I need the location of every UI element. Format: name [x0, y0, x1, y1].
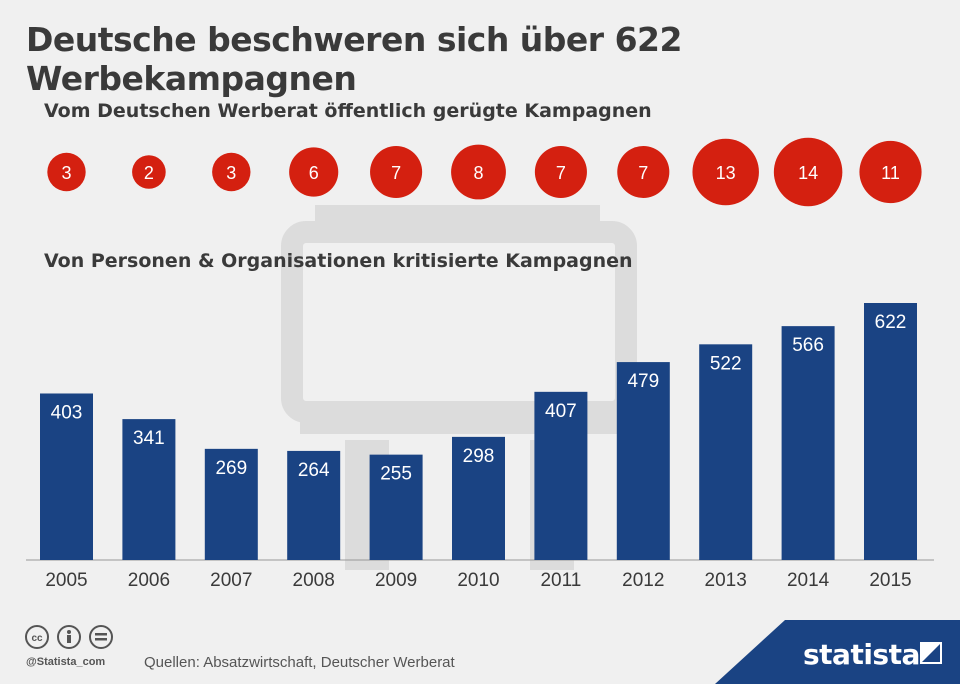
- x-tick-label-2008: 2008: [293, 570, 335, 591]
- bubble-value-label-2007: 3: [226, 163, 236, 183]
- bubble-2011: [534, 145, 587, 199]
- statista-brand-banner: [715, 620, 960, 684]
- x-tick-label-2010: 2010: [457, 570, 499, 591]
- bubble-value-label-2008: 6: [309, 163, 319, 183]
- bubble-chart-title: Vom Deutschen Werberat öffentlich gerügt…: [44, 100, 652, 122]
- x-tick-label-2011: 2011: [540, 570, 581, 591]
- bar-2007: [204, 448, 258, 560]
- statista-logo-icon: [920, 642, 942, 664]
- bar-value-label-2008: 264: [298, 460, 330, 481]
- bar-2013: [699, 344, 753, 560]
- bubble-2014: [773, 137, 843, 207]
- x-tick-label-2006: 2006: [128, 570, 170, 591]
- bubble-2005: [47, 152, 86, 192]
- bubble-value-label-2009: 7: [391, 163, 401, 183]
- bubble-value-label-2015: 11: [881, 163, 900, 183]
- bar-value-label-2015: 622: [875, 312, 907, 333]
- bubble-2010: [451, 144, 506, 200]
- bubble-value-label-2014: 14: [798, 163, 818, 183]
- bubble-value-label-2006: 2: [144, 163, 154, 183]
- bar-chart-title: Von Personen & Organisationen kritisiert…: [44, 250, 633, 272]
- bar-value-label-2012: 479: [627, 371, 659, 392]
- bar-2006: [122, 419, 176, 560]
- bubble-2013: [692, 138, 759, 206]
- bar-value-label-2014: 566: [792, 335, 824, 356]
- bar-value-label-2005: 403: [51, 402, 83, 423]
- x-tick-label-2012: 2012: [622, 570, 664, 591]
- source-note: Quellen: Absatzwirtschaft, Deutscher Wer…: [144, 654, 455, 671]
- bar-2010: [452, 436, 505, 560]
- attribution-icon: [57, 625, 81, 649]
- bubble-value-label-2012: 7: [638, 163, 648, 183]
- cc-icon: [25, 625, 49, 649]
- x-tick-label-2009: 2009: [375, 570, 417, 591]
- bar-value-label-2013: 522: [710, 353, 742, 374]
- creative-commons-icons: cc: [25, 625, 113, 649]
- x-tick-label-2015: 2015: [869, 570, 911, 591]
- bar-2005: [40, 393, 93, 560]
- bar-2008: [287, 450, 341, 560]
- bubble-2015: [859, 140, 922, 204]
- bar-2014: [781, 326, 835, 560]
- bar-value-label-2007: 269: [215, 458, 247, 479]
- page-title: Deutsche beschweren sich über 622 Werbek…: [26, 20, 682, 98]
- statista-logo[interactable]: statista: [803, 638, 920, 671]
- x-tick-label-2013: 2013: [705, 570, 747, 591]
- bar-2011: [534, 391, 588, 560]
- bar-value-label-2009: 255: [380, 464, 412, 485]
- svg-text:cc: cc: [31, 633, 43, 644]
- x-tick-label-2007: 2007: [210, 570, 252, 591]
- x-tick-label-2014: 2014: [787, 570, 830, 591]
- bubble-value-label-2005: 3: [61, 163, 71, 183]
- bar-value-label-2011: 407: [545, 401, 577, 422]
- bar-2009: [369, 454, 423, 560]
- no-derivatives-icon: [89, 625, 113, 649]
- bubble-value-label-2010: 8: [473, 163, 483, 183]
- bubble-value-label-2013: 13: [716, 163, 736, 183]
- bubble-2008: [289, 147, 339, 197]
- bar-2015: [864, 303, 917, 560]
- bar-2012: [616, 362, 670, 560]
- statista-handle: @Statista_com: [26, 656, 106, 668]
- bubble-2009: [370, 145, 423, 199]
- bubble-value-label-2011: 7: [556, 163, 566, 183]
- bubble-2007: [212, 152, 251, 192]
- x-tick-label-2005: 2005: [45, 570, 87, 591]
- bar-value-label-2010: 298: [463, 446, 495, 467]
- bubble-2012: [617, 145, 670, 199]
- bar-value-label-2006: 341: [133, 428, 165, 449]
- bubble-2006: [132, 155, 166, 189]
